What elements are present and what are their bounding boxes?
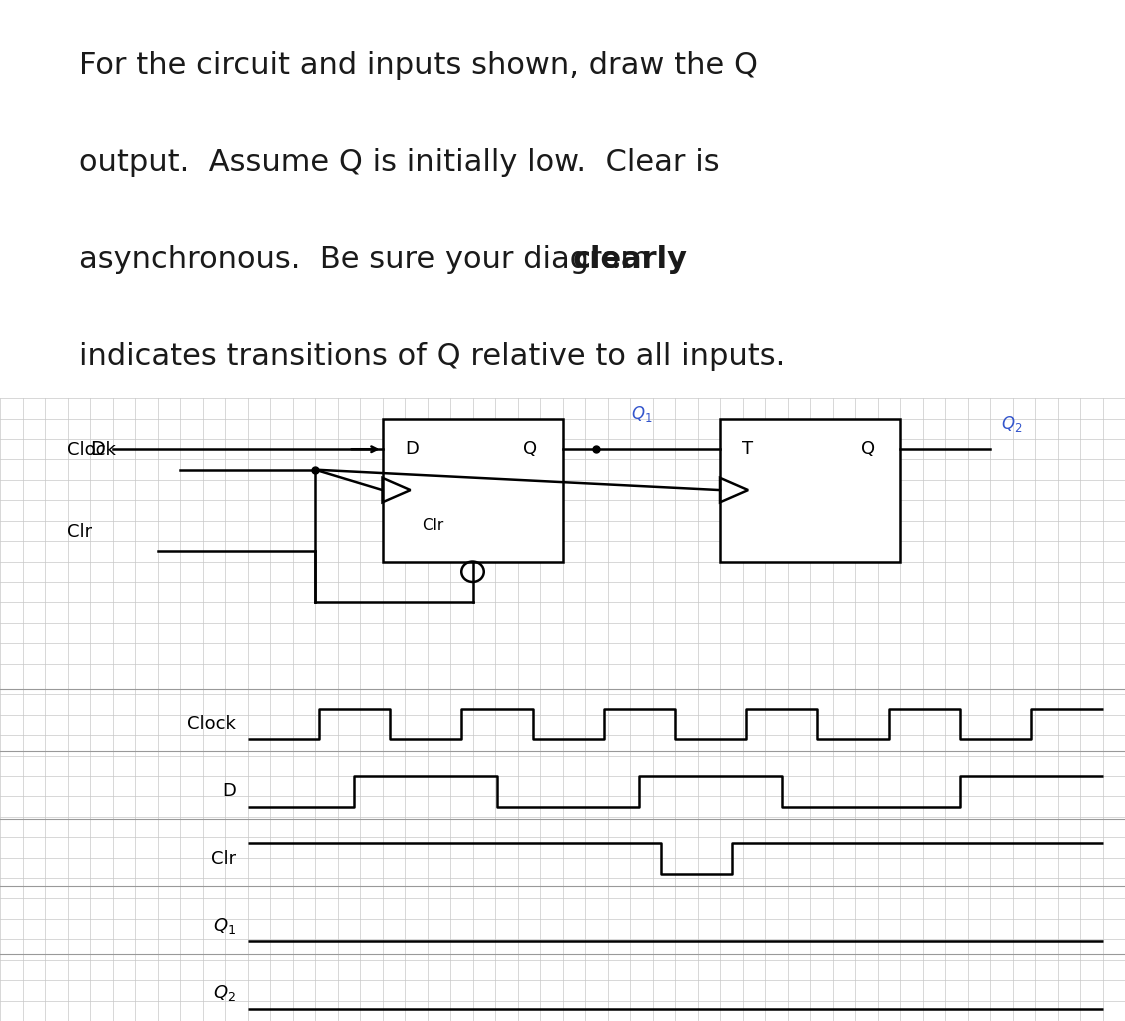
Text: D: D bbox=[223, 782, 236, 800]
Text: Q: Q bbox=[523, 440, 538, 458]
Text: asynchronous.  Be sure your diagram: asynchronous. Be sure your diagram bbox=[79, 245, 659, 274]
Text: output.  Assume Q is initially low.  Clear is: output. Assume Q is initially low. Clear… bbox=[79, 148, 719, 177]
Text: Clr: Clr bbox=[422, 519, 443, 533]
Bar bbox=[720, 419, 900, 562]
Text: D: D bbox=[90, 440, 105, 458]
Text: Clr: Clr bbox=[68, 523, 92, 541]
Text: T: T bbox=[742, 440, 754, 458]
Text: $Q_1$: $Q_1$ bbox=[630, 403, 652, 424]
Text: $Q_1$: $Q_1$ bbox=[214, 916, 236, 936]
Text: D: D bbox=[405, 440, 418, 458]
Text: indicates transitions of Q relative to all inputs.: indicates transitions of Q relative to a… bbox=[79, 342, 785, 371]
Text: Q: Q bbox=[861, 440, 875, 458]
Text: Clr: Clr bbox=[212, 849, 236, 868]
Text: $Q_2$: $Q_2$ bbox=[1001, 414, 1023, 434]
Text: $Q_2$: $Q_2$ bbox=[214, 983, 236, 1004]
Text: Clock: Clock bbox=[68, 441, 116, 459]
Text: Clock: Clock bbox=[188, 715, 236, 733]
Text: clearly: clearly bbox=[573, 245, 687, 274]
Bar bbox=[382, 419, 562, 562]
Text: For the circuit and inputs shown, draw the Q: For the circuit and inputs shown, draw t… bbox=[79, 51, 758, 80]
